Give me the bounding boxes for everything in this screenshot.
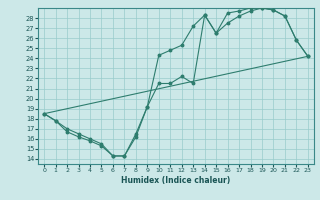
X-axis label: Humidex (Indice chaleur): Humidex (Indice chaleur) [121,176,231,185]
